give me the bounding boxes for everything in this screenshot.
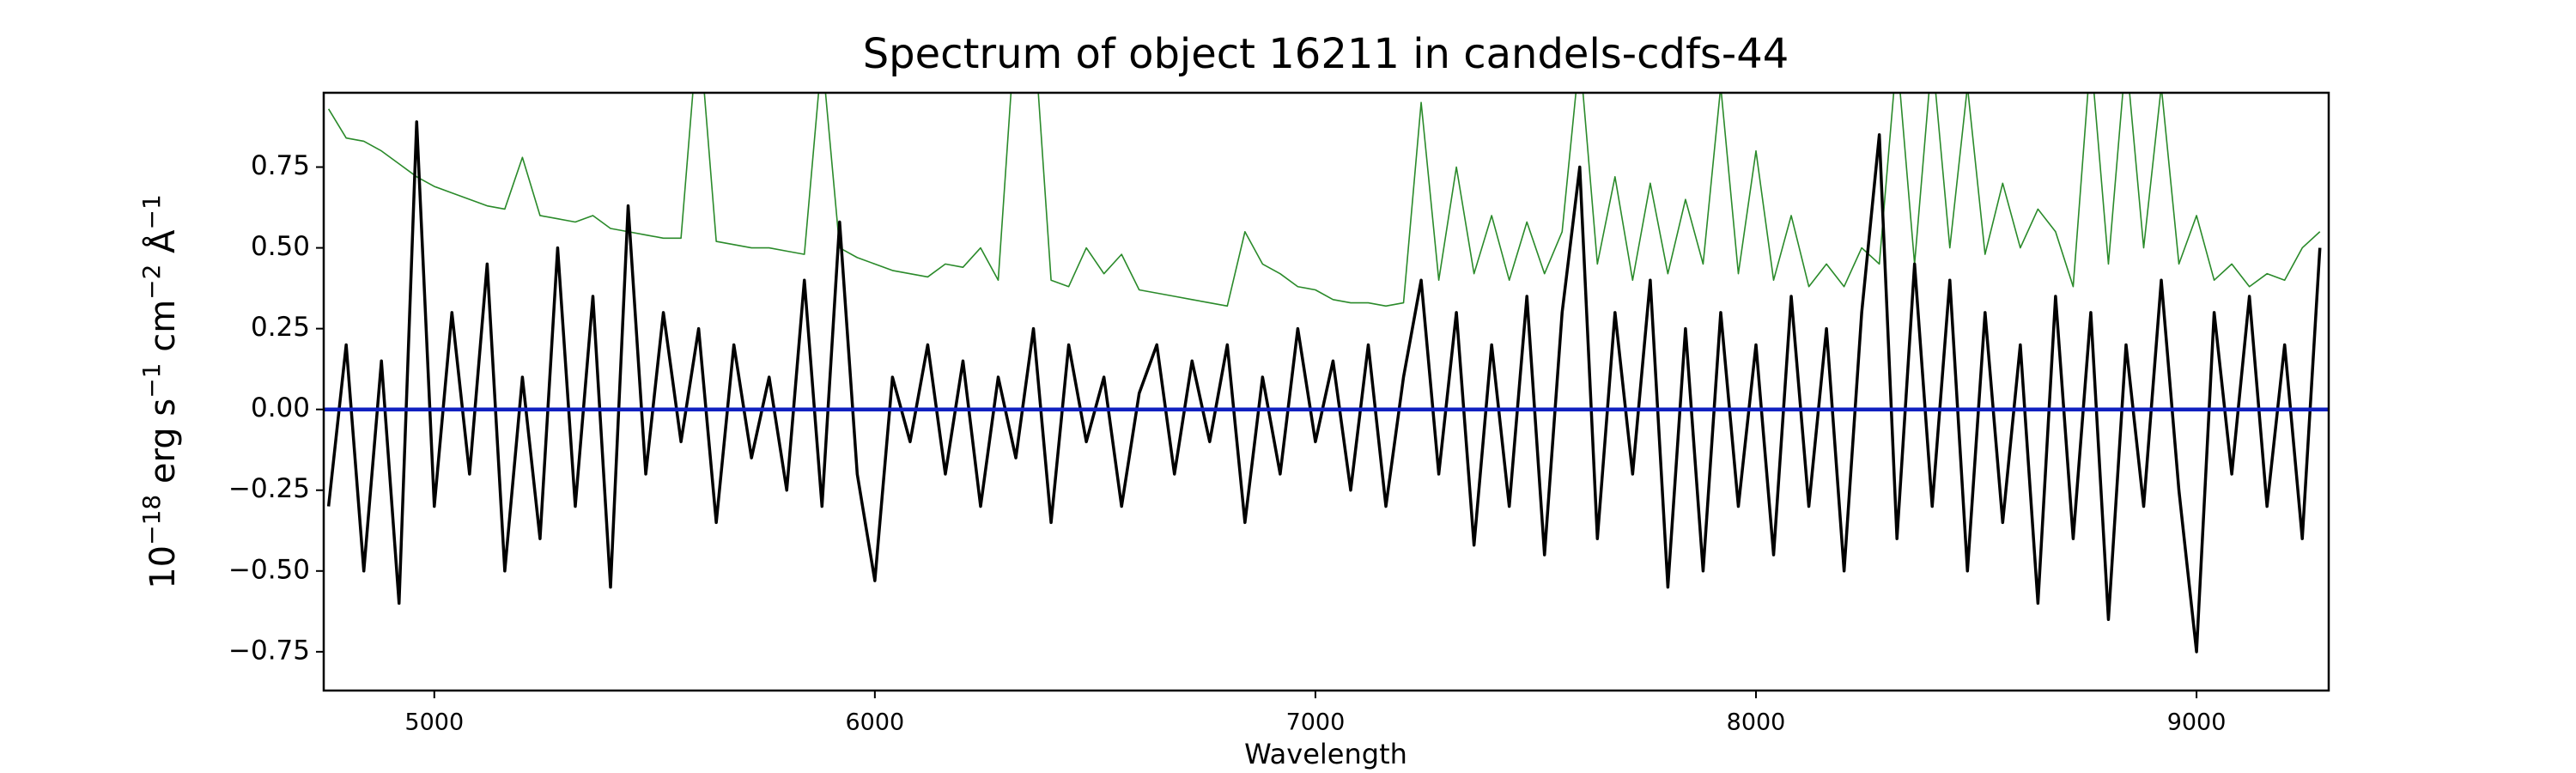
y-tick-label: 0.25 [251,312,310,343]
x-tick-label: 6000 [845,709,904,736]
y-label-sup: −18 [137,495,166,545]
y-label-sup: −1 [137,194,166,229]
spectrum-line [327,93,2321,307]
y-tick-label: −0.25 [228,473,310,504]
y-label-text: cm [143,300,183,363]
y-label-text: 10 [143,545,183,589]
x-tick-label: 5000 [404,709,464,736]
chart-title: Spectrum of object 16211 in candels-cdfs… [863,30,1789,78]
y-label-sup: −1 [137,363,166,399]
x-tick-label: 8000 [1727,709,1786,736]
plot-area [324,93,2329,654]
y-tick-label: 0.50 [251,231,310,262]
y-tick-label: −0.75 [228,635,310,666]
y-label-text: Å [142,229,183,265]
y-tick-label: 0.00 [251,393,310,423]
y-tick-label: −0.50 [228,554,310,585]
x-tick-label: 9000 [2167,709,2227,736]
x-axis-label: Wavelength [1244,738,1407,770]
axes-frame [322,91,2330,692]
y-label-text: erg s [143,399,183,495]
y-label-sup: −2 [137,265,166,300]
x-tick-label: 7000 [1286,709,1346,736]
y-axis-label: 10−18 erg s−1 cm−2 Å−1 [137,194,183,589]
spectrum-line [326,120,2322,654]
y-tick-label: 0.75 [251,150,310,181]
